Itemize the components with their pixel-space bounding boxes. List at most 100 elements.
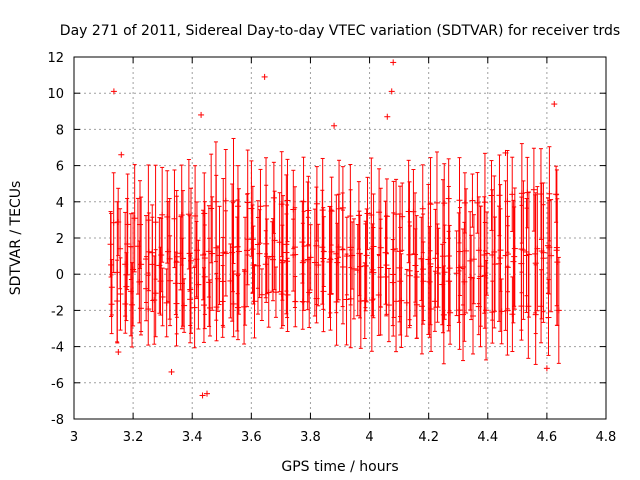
data-point-sat-d xyxy=(538,269,545,344)
data-point-sat-d xyxy=(241,269,248,345)
data-point-sat-d xyxy=(163,268,170,338)
data-point-sat-c xyxy=(117,257,124,331)
data-point-sat-d xyxy=(489,280,496,344)
data-point-sat-c xyxy=(383,237,390,317)
data-point-sat-e xyxy=(124,173,131,276)
outlier-point xyxy=(384,113,391,120)
x-tick-label: 3 xyxy=(70,430,78,445)
data-point-sat-e xyxy=(419,164,426,254)
outlier-point xyxy=(551,101,558,108)
data-point-sat-b xyxy=(470,214,477,305)
data-point-sat-d xyxy=(460,268,467,362)
data-point-sat-c xyxy=(397,226,404,336)
data-point-sat-e xyxy=(393,178,400,250)
data-point-sat-e xyxy=(230,137,237,265)
data-point-sat-c xyxy=(406,225,413,327)
y-tick-label: -2 xyxy=(51,304,64,319)
data-point-sat-e xyxy=(244,149,251,256)
data-point-sat-b xyxy=(156,217,163,314)
data-points-layer xyxy=(107,59,562,399)
y-tick-label: 8 xyxy=(56,123,64,138)
data-point-sat-e xyxy=(339,166,346,250)
data-point-sat-d xyxy=(284,257,291,333)
data-point-sat-e xyxy=(201,172,208,255)
data-point-sat-e xyxy=(496,154,503,237)
axis-ticks: 3 3.2 3.4 3.6 3.8 4 4.2 4.4 4.6 4.8 -8 -6 -4 -2 0 2 4 6 8 1… xyxy=(47,51,616,445)
data-point-sat-c xyxy=(157,246,164,316)
data-point-sat-e xyxy=(212,141,219,263)
data-point-sat-d xyxy=(173,260,180,347)
data-point-sat-e xyxy=(137,180,144,269)
data-point-sat-e xyxy=(131,164,138,273)
data-point-sat-b xyxy=(108,212,115,317)
data-point-sat-e xyxy=(278,151,285,258)
data-point-sat-e xyxy=(509,156,516,232)
y-tick-label: 0 xyxy=(56,268,64,283)
data-point-sat-c xyxy=(167,235,174,327)
y-tick-label: 10 xyxy=(47,87,64,102)
data-point-sat-d xyxy=(230,270,237,338)
data-point-sat-d xyxy=(428,266,435,352)
data-point-sat-d xyxy=(504,265,511,356)
data-point-sat-d xyxy=(555,256,562,364)
data-point-sat-e xyxy=(284,158,291,243)
data-point-sat-e xyxy=(300,156,307,247)
y-tick-label: 2 xyxy=(56,232,64,247)
data-point-sat-e xyxy=(433,151,440,255)
outlier-point xyxy=(543,365,550,372)
data-point-sat-e xyxy=(305,175,312,246)
data-point-sat-e xyxy=(376,168,383,257)
x-tick-label: 3.8 xyxy=(300,430,321,445)
data-point-sat-d xyxy=(137,281,144,336)
data-point-sat-e xyxy=(263,157,270,255)
data-point-sat-e xyxy=(481,152,488,252)
data-point-sat-e xyxy=(546,146,553,242)
outlier-point xyxy=(204,390,210,397)
outlier-point xyxy=(502,149,509,156)
data-point-sat-d xyxy=(509,276,516,353)
x-tick-label: 4.6 xyxy=(537,430,558,445)
outlier-point xyxy=(198,111,205,118)
data-point-sat-e xyxy=(313,166,320,242)
data-point-sat-c xyxy=(234,216,241,332)
data-point-sat-b xyxy=(283,174,290,315)
data-point-sat-d xyxy=(265,257,272,328)
data-point-sat-d xyxy=(440,265,447,365)
data-point-sat-e xyxy=(399,182,406,251)
data-point-sat-d xyxy=(213,272,220,342)
data-point-sat-d xyxy=(320,250,327,333)
data-point-sat-d xyxy=(456,270,463,350)
data-point-sat-e xyxy=(208,153,215,264)
data-point-sat-c xyxy=(434,223,441,323)
data-point-sat-e xyxy=(336,159,343,258)
x-tick-label: 4.4 xyxy=(477,430,498,445)
data-point-sat-b xyxy=(532,194,539,314)
y-tick-label: 6 xyxy=(56,160,64,175)
x-tick-label: 3.6 xyxy=(241,430,262,445)
data-point-sat-c xyxy=(461,221,468,342)
data-point-sat-e xyxy=(445,158,452,239)
data-point-sat-d xyxy=(108,274,115,335)
data-point-sat-d xyxy=(431,270,438,332)
data-point-sat-d xyxy=(525,253,532,359)
data-point-sat-d xyxy=(343,253,350,346)
data-point-sat-e xyxy=(504,149,511,253)
data-point-sat-c xyxy=(468,234,475,321)
data-point-sat-e xyxy=(456,157,463,244)
outlier-point xyxy=(388,88,395,95)
data-point-sat-c xyxy=(548,199,555,313)
data-point-sat-e xyxy=(469,173,476,228)
x-tick-label: 3.4 xyxy=(182,430,203,445)
data-point-sat-d xyxy=(313,273,320,324)
outlier-point xyxy=(118,151,125,158)
outlier-point xyxy=(331,122,338,129)
data-point-sat-d xyxy=(191,266,198,349)
data-point-sat-d xyxy=(393,250,400,353)
data-point-sat-c xyxy=(540,182,547,323)
outlier-point xyxy=(261,73,268,80)
data-point-sat-e xyxy=(248,160,255,257)
data-point-sat-c xyxy=(389,239,396,327)
data-point-sat-d xyxy=(518,271,525,341)
